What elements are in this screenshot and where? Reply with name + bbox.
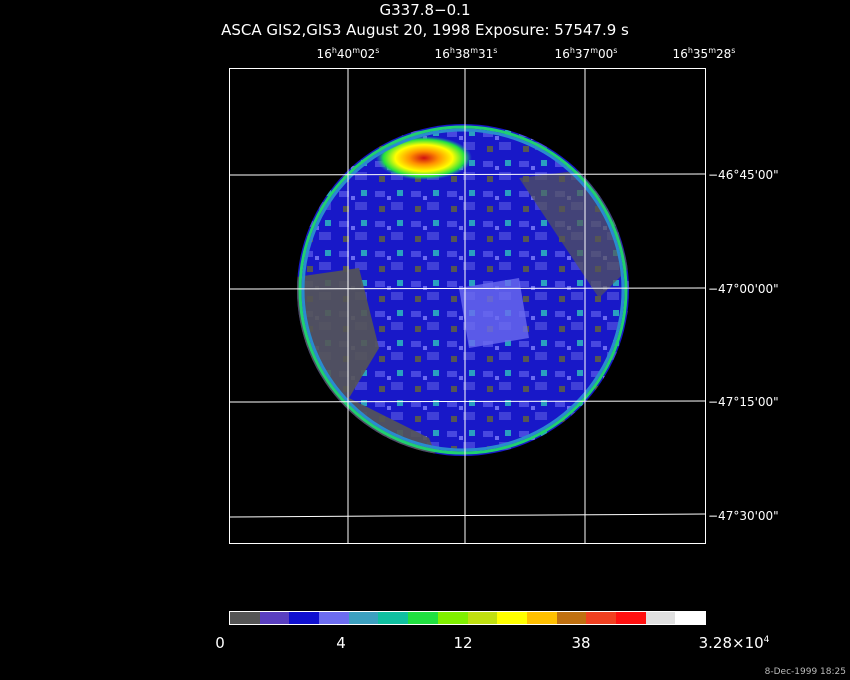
colorbar [229, 611, 706, 625]
colorbar-swatch-3 [319, 612, 349, 624]
ra-label-2: 16h38m31s [434, 46, 498, 61]
colorbar-swatch-2 [289, 612, 320, 624]
colorbar-label-4: 4 [336, 634, 346, 652]
colorbar-swatch-0 [230, 612, 260, 624]
colorbar-swatch-5 [378, 612, 409, 624]
colorbar-label-38: 38 [571, 634, 591, 652]
colorbar-swatch-12 [586, 612, 616, 624]
field-of-view [297, 124, 629, 456]
ra-label-1: 16h40m02s [316, 46, 380, 61]
colorbar-swatch-8 [467, 612, 498, 624]
colorbar-swatch-6 [408, 612, 438, 624]
dec-label-2: −47°00'00" [708, 282, 779, 296]
colorbar-swatch-11 [556, 612, 587, 624]
colorbar-label-12: 12 [453, 634, 473, 652]
colorbar-swatch-10 [526, 612, 557, 624]
dec-label-1: −46°45'00" [708, 168, 779, 182]
colorbar-label-max: 3.28×104 [698, 634, 770, 652]
colorbar-swatch-9 [497, 612, 527, 624]
bright-source [376, 136, 472, 180]
dec-label-4: −47°30'00" [708, 509, 779, 523]
ra-label-4: 16h35m28s [672, 46, 736, 61]
coordinate-grid [229, 68, 706, 544]
dec-label-3: −47°15'00" [708, 395, 779, 409]
timestamp: 8-Dec-1999 18:25 [764, 667, 846, 677]
image-title: G337.8−0.1 [379, 1, 471, 19]
xray-image-panel [229, 68, 706, 544]
colorbar-swatch-4 [348, 612, 379, 624]
colorbar-swatch-15 [675, 612, 705, 624]
colorbar-label-0: 0 [215, 634, 225, 652]
image-subtitle: ASCA GIS2,GIS3 August 20, 1998 Exposure:… [221, 21, 629, 39]
ra-label-3: 16h37m00s [554, 46, 618, 61]
colorbar-swatch-14 [645, 612, 676, 624]
colorbar-swatch-13 [615, 612, 646, 624]
colorbar-swatch-7 [437, 612, 468, 624]
colorbar-swatch-1 [259, 612, 290, 624]
